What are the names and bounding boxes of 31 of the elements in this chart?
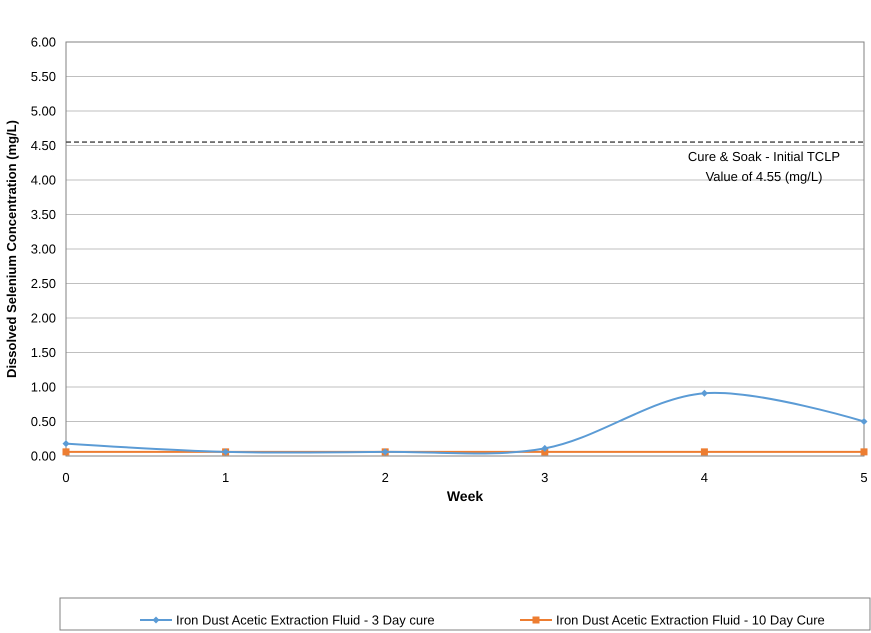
x-tick-label: 2 (382, 470, 389, 485)
y-tick-label: 3.00 (30, 242, 56, 257)
y-tick-label: 0.00 (30, 448, 56, 464)
point (860, 418, 868, 425)
y-tick-label: 1.50 (30, 345, 56, 360)
point (700, 390, 708, 397)
x-tick-label: 3 (541, 470, 548, 485)
x-tick-label: 5 (860, 470, 868, 485)
point (62, 448, 70, 456)
y-tick-label: 5.00 (30, 104, 56, 119)
x-tick-label: 1 (222, 470, 230, 485)
x-axis-title: Week (446, 488, 484, 504)
y-tick-label: 4.00 (30, 172, 56, 188)
point (541, 444, 548, 452)
legend-label: Iron Dust Acetic Extraction Fluid - 10 Day Cure (556, 612, 825, 628)
point (700, 448, 708, 456)
y-tick-label: 2.00 (30, 310, 56, 326)
point (860, 448, 868, 456)
ref-line-label: Cure & Soak - Initial TCLP Value of 4.55 (mg/L) (688, 149, 840, 184)
x-tick-label: 0 (62, 470, 70, 485)
y-tick-label: 2.50 (30, 276, 56, 292)
y-tick-label: 1.00 (30, 380, 56, 395)
point (62, 440, 70, 448)
y-tick-label: 3.50 (30, 207, 56, 222)
y-axis-title: Dissolved Selenium Concentration (mg/L) (4, 120, 19, 378)
y-tick-label: 0.50 (30, 414, 56, 430)
y-tick-label: 6.00 (30, 34, 56, 50)
y-tick-label: 5.50 (30, 69, 56, 84)
legend-label: Iron Dust Acetic Extraction Fluid - 3 Day cure (176, 612, 435, 628)
x-tick-label: 4 (700, 470, 708, 485)
y-tick-label: 4.50 (30, 138, 56, 154)
